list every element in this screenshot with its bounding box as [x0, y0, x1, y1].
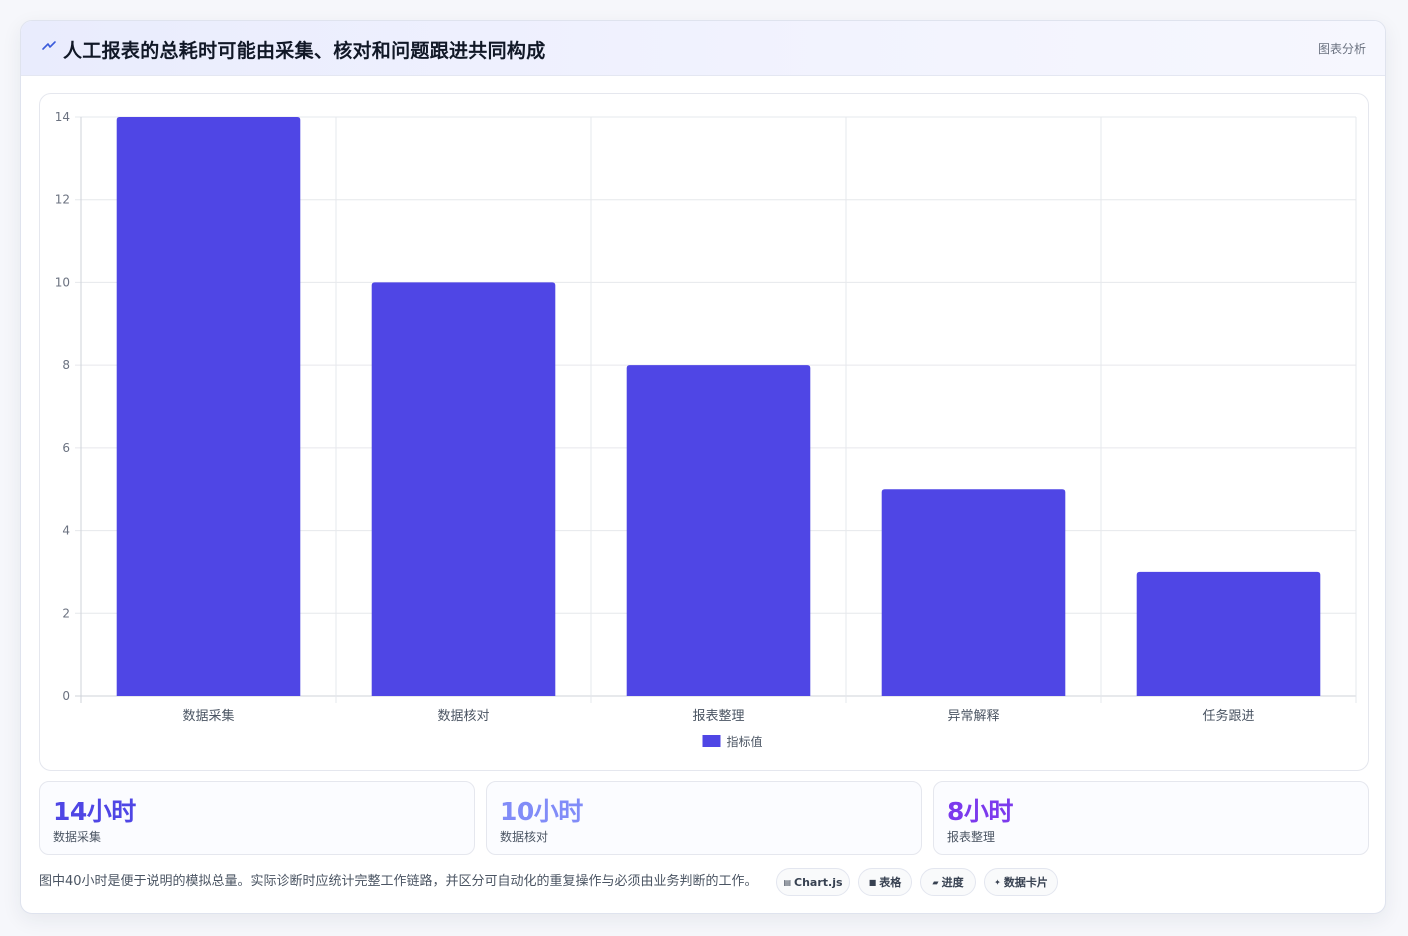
y-tick-label: 0	[62, 689, 70, 703]
stat-value: 10小时	[500, 797, 583, 826]
bar-4	[881, 489, 1066, 696]
bar-5	[1136, 571, 1321, 696]
y-tick-label: 8	[62, 358, 70, 372]
stat-card-verification: 10小时 数据核对	[486, 781, 922, 855]
pill-label: 数据卡片	[1003, 876, 1048, 889]
stat-value: 14小时	[53, 797, 136, 826]
table-icon: ■	[868, 877, 877, 887]
pill-table[interactable]: ■ 表格	[858, 868, 912, 896]
x-tick-label: 报表整理	[692, 709, 744, 724]
stat-label: 数据采集	[53, 830, 102, 844]
stat-label: 数据核对	[500, 830, 549, 844]
pill-label: Chart.js	[794, 875, 843, 889]
bar-2	[371, 282, 556, 696]
y-tick-label: 6	[62, 441, 70, 455]
sparkle-icon: ✦	[994, 877, 1001, 887]
chart-panel: 0 2 4 6 8 10 12 14 数据采集 数据核对 报表整理 异常解释 任务跟进指标值	[39, 93, 1369, 771]
card-header: 人工报表的总耗时可能由采集、核对和问题跟进共同构成 图表分析	[21, 21, 1385, 76]
y-tick-label: 14	[55, 110, 70, 124]
legend-label: 指标值	[727, 734, 763, 749]
x-tick-label: 异常解释	[947, 709, 999, 724]
progress-icon: ▰	[932, 877, 939, 887]
card-title: 人工报表的总耗时可能由采集、核对和问题跟进共同构成	[63, 40, 546, 62]
stat-card-report-organizing: 8小时 报表整理	[933, 781, 1369, 855]
y-tick-label: 12	[55, 193, 70, 207]
pill-chartjs[interactable]: ▤ Chart.js	[776, 868, 850, 896]
stat-label: 报表整理	[947, 830, 996, 844]
chart-icon: ▤	[783, 877, 792, 887]
pill-label: 表格	[879, 876, 902, 889]
pill-data-cards[interactable]: ✦ 数据卡片	[984, 868, 1058, 896]
legend-swatch	[702, 735, 721, 747]
pill-progress[interactable]: ▰ 进度	[920, 868, 976, 896]
x-tick-label: 数据核对	[437, 709, 489, 724]
x-tick-label: 任务跟进	[1202, 708, 1254, 724]
chart-card: 人工报表的总耗时可能由采集、核对和问题跟进共同构成 图表分析 0 2 4 6 8 10 12…	[20, 20, 1386, 914]
y-tick-label: 4	[62, 524, 70, 538]
bar-1	[116, 117, 301, 696]
bar-3	[626, 365, 811, 696]
pill-label: 进度	[941, 876, 964, 889]
stat-card-collection: 14小时 数据采集	[39, 781, 475, 855]
stat-value: 8小时	[947, 797, 1013, 826]
x-tick-label: 数据采集	[182, 708, 234, 724]
lightning-icon	[42, 41, 56, 50]
footnote: 图中40小时是便于说明的模拟总量。实际诊断时应统计完整工作链路，并区分可自动化的…	[39, 874, 758, 889]
y-tick-label: 10	[55, 275, 70, 289]
y-tick-label: 2	[62, 606, 70, 620]
chart-analysis-tag: 图表分析	[1317, 42, 1366, 56]
